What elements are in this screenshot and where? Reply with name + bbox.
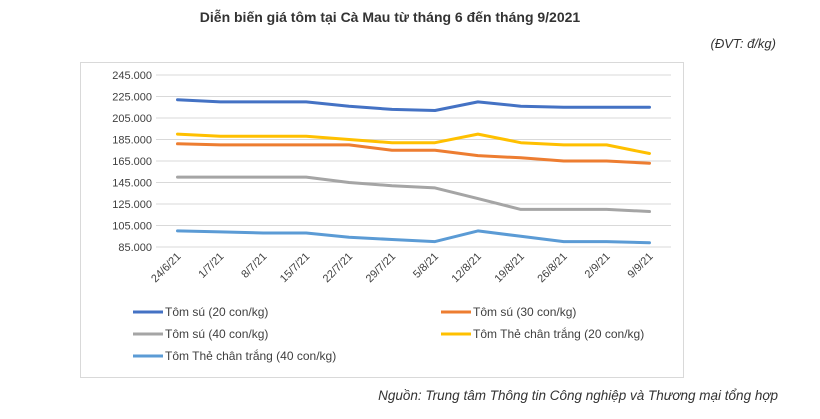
legend-label: Tôm Thẻ chân trắng (40 con/kg) [165, 348, 336, 363]
x-tick-label: 22/7/21 [321, 251, 355, 285]
y-tick-label: 105.000 [112, 221, 152, 233]
y-tick-label: 185.000 [112, 135, 152, 147]
y-tick-label: 85.000 [118, 242, 152, 254]
series-line [176, 175, 651, 213]
x-tick-label: 26/8/21 [535, 251, 569, 285]
chart-title: Diễn biến giá tôm tại Cà Mau từ tháng 6 … [199, 9, 581, 25]
gridlines [156, 74, 671, 248]
chart-area: 85.000 105.000 125.000 145.000 165.000 185.00… [80, 62, 684, 378]
x-tick-label: 9/9/21 [626, 251, 656, 281]
x-tick-label: 29/7/21 [364, 251, 398, 285]
y-tick-label: 225.000 [112, 92, 152, 104]
source-note: Nguồn: Trung tâm Thông tin Công nghiệp v… [378, 388, 778, 403]
x-tick-label: 24/6/21 [149, 251, 183, 285]
y-tick-label: 205.000 [112, 113, 152, 125]
legend-label: Tôm sú (20 con/kg) [165, 305, 268, 319]
series-line [176, 229, 651, 245]
x-axis-ticks: 24/6/21 1/7/21 8/7/21 15/7/21 22/7/21 29/7/21… [149, 251, 656, 285]
unit-label: (ĐVT: đ/kg) [710, 36, 777, 51]
y-tick-label: 245.000 [112, 70, 152, 82]
x-tick-label: 1/7/21 [196, 251, 226, 281]
x-tick-label: 12/8/21 [450, 251, 484, 285]
series-line [176, 142, 651, 165]
y-tick-label: 125.000 [112, 199, 152, 211]
legend-label: Tôm Thẻ chân trắng (20 con/kg) [473, 326, 644, 341]
x-tick-label: 19/8/21 [492, 251, 526, 285]
x-tick-label: 5/8/21 [411, 251, 441, 281]
y-tick-label: 165.000 [112, 156, 152, 168]
line-chart: 85.000 105.000 125.000 145.000 165.000 185.00… [112, 70, 671, 363]
legend-label: Tôm sú (30 con/kg) [473, 305, 576, 319]
y-axis-ticks: 85.000 105.000 125.000 145.000 165.000 185.00… [112, 70, 152, 254]
series-lines [176, 98, 651, 245]
y-tick-label: 145.000 [112, 178, 152, 190]
series-line [176, 132, 651, 155]
x-tick-label: 15/7/21 [278, 251, 312, 285]
legend-label: Tôm sú (40 con/kg) [165, 327, 268, 341]
series-line [176, 98, 651, 112]
x-tick-label: 8/7/21 [239, 251, 269, 281]
x-tick-label: 2/9/21 [583, 251, 613, 281]
legend: Tôm sú (20 con/kg) Tôm sú (30 con/kg) Tôm … [133, 305, 644, 363]
